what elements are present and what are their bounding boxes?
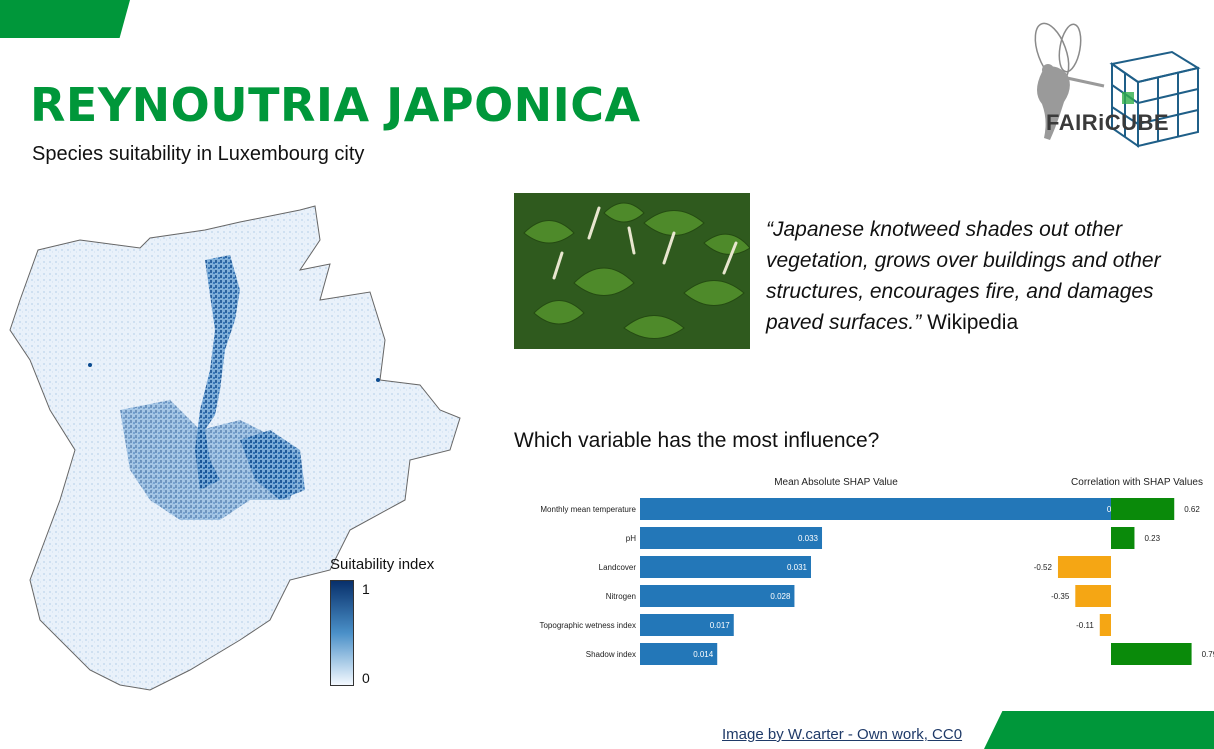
flower-spike-icons [552,206,738,280]
category-label: pH [626,534,636,543]
influence-question: Which variable has the most influence? [514,429,880,452]
shap-value-label: 0.028 [770,592,791,601]
shap-value-label: 0.033 [798,534,819,543]
logo-text: FAIRiCUBE [1046,110,1170,135]
shap-charts: Mean Absolute SHAP Value Correlation wit… [539,477,1214,665]
shap-bar-group: Monthly mean temperature0.089pH0.033Land… [539,498,1131,665]
corr-value-label: -0.35 [1051,592,1070,601]
corr-bar [1111,527,1135,549]
shap-bar [640,556,811,578]
corr-bar [1111,643,1192,665]
corr-value-label: 0.62 [1184,505,1200,514]
category-label: Nitrogen [606,592,636,601]
shap-bar [640,498,1131,520]
shap-bar [640,527,823,549]
category-label: Topographic wetness index [539,621,636,630]
corr-bar [1111,498,1175,520]
fairy-icon [1034,22,1105,140]
corr-bar [1057,556,1111,578]
category-label: Landcover [599,563,637,572]
high-suitability-east [240,430,305,500]
high-suitability-centre [120,400,300,520]
category-label: Monthly mean temperature [540,505,636,514]
shap-bar [640,585,795,607]
corr-value-label: -0.11 [1076,621,1094,630]
corr-bar [1099,614,1111,636]
slide-subtitle: Species suitability in Luxembourg city [32,143,365,165]
slide-title: REYNOUTRIA JAPONICA [30,78,641,132]
shap-chart-title: Mean Absolute SHAP Value [774,477,898,488]
shap-value-label: 0.031 [787,563,808,572]
leaf-icons [523,202,750,339]
shap-bar [640,614,734,636]
corr-bar [1075,585,1111,607]
category-label: Shadow index [586,650,636,659]
legend-colorbar [330,580,354,686]
cube-icon [1109,50,1201,148]
legend-max-label: 1 [362,581,370,597]
shap-value-label: 0.014 [693,650,714,659]
suitability-map [9,205,461,691]
corr-value-label: -0.52 [1034,563,1053,572]
shap-bar [640,643,718,665]
corr-value-label: 0.79 [1202,650,1214,659]
quote-text: “Japanese knotweed shades out other vege… [766,218,1161,334]
wikipedia-quote: “Japanese knotweed shades out other vege… [766,214,1186,338]
corr-value-label: 0.23 [1144,534,1160,543]
legend-min-label: 0 [362,670,370,686]
shap-value-label: 0.017 [710,621,731,630]
corner-accent-bottom [984,711,1214,749]
high-suitability-corridor [195,255,240,490]
corner-accent-top [0,0,130,38]
knotweed-photo [514,193,750,349]
quote-source: Wikipedia [927,311,1019,334]
legend-title: Suitability index [330,556,435,573]
image-credit-link[interactable]: Image by W.carter - Own work, CC0 [722,726,963,743]
fairicube-logo [1034,22,1201,148]
corr-bar-group: 0.62 0.23 -0.52 -0.35 -0.11 0.79 [1034,498,1214,665]
corr-chart-title: Correlation with SHAP Values [1071,477,1203,488]
